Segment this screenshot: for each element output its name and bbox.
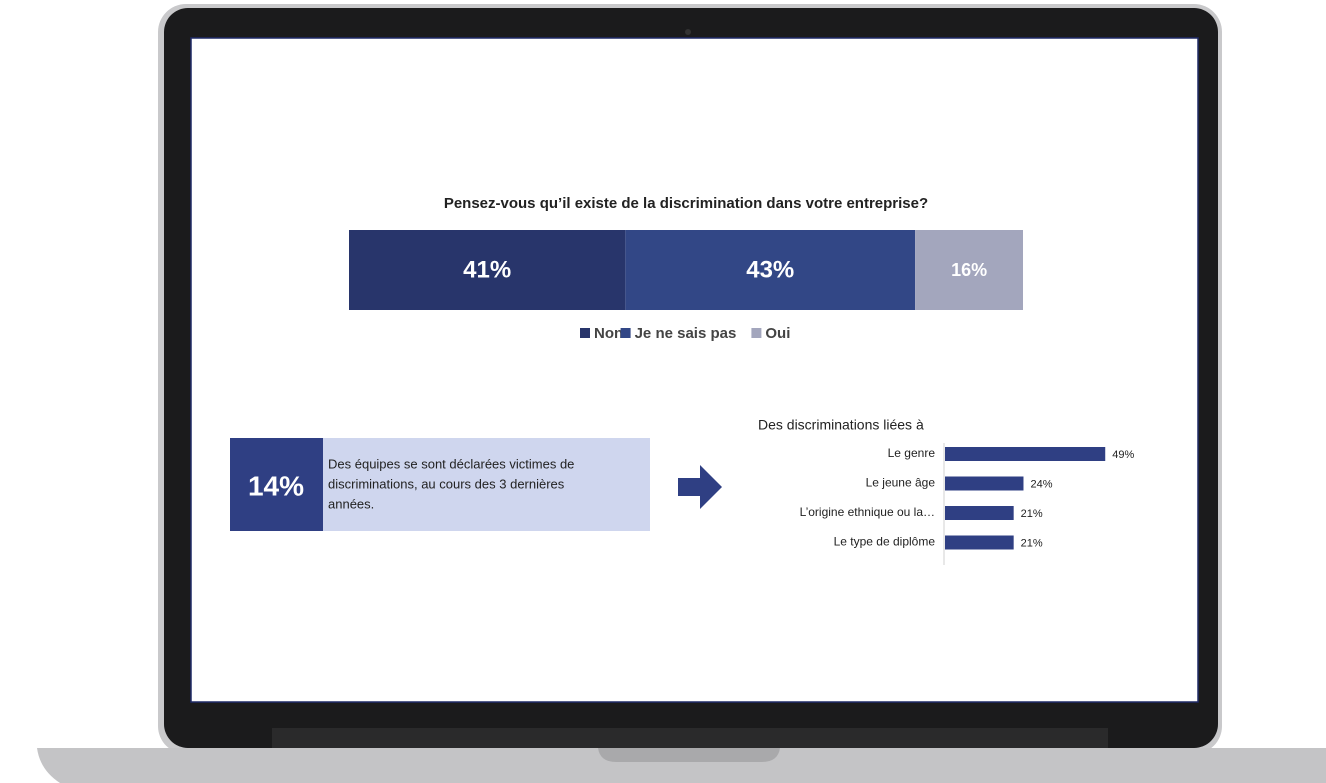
legend-label: Non	[594, 325, 623, 342]
base-notch	[598, 748, 780, 762]
callout-text: Des équipes se sont déclarées victimes d…	[328, 456, 574, 471]
data-label: 43%	[746, 256, 794, 283]
legend-swatch	[751, 328, 761, 338]
category-label: Le genre	[888, 446, 936, 460]
legend-swatch	[621, 328, 631, 338]
data-label: 49%	[1112, 449, 1134, 461]
data-label: 41%	[463, 256, 511, 283]
data-label: 16%	[951, 260, 987, 280]
chart-title: Des discriminations liées à	[758, 417, 924, 433]
category-label: L’origine ethnique ou la…	[800, 505, 935, 519]
data-label: 21%	[1021, 537, 1043, 549]
legend-label: Oui	[765, 325, 790, 342]
category-label: Le jeune âge	[866, 476, 936, 490]
bar	[945, 477, 1023, 491]
bar	[945, 536, 1014, 550]
data-label: 21%	[1021, 508, 1043, 520]
legend-label: Je ne sais pas	[635, 325, 737, 342]
callout-figure: 14%	[248, 470, 304, 501]
chart-title: Pensez-vous qu’il existe de la discrimin…	[444, 195, 928, 212]
bar	[945, 447, 1105, 461]
page: Pensez-vous qu’il existe de la discrimin…	[0, 0, 1326, 783]
legend-swatch	[580, 328, 590, 338]
camera	[685, 29, 691, 35]
category-label: Le type de diplôme	[834, 535, 936, 549]
bar	[945, 506, 1014, 520]
data-label: 24%	[1030, 478, 1052, 490]
callout-text: années.	[328, 496, 374, 511]
screen	[191, 38, 1198, 702]
hinge	[272, 728, 1108, 748]
callout-text: discriminations, au cours des 3 dernière…	[328, 476, 565, 491]
